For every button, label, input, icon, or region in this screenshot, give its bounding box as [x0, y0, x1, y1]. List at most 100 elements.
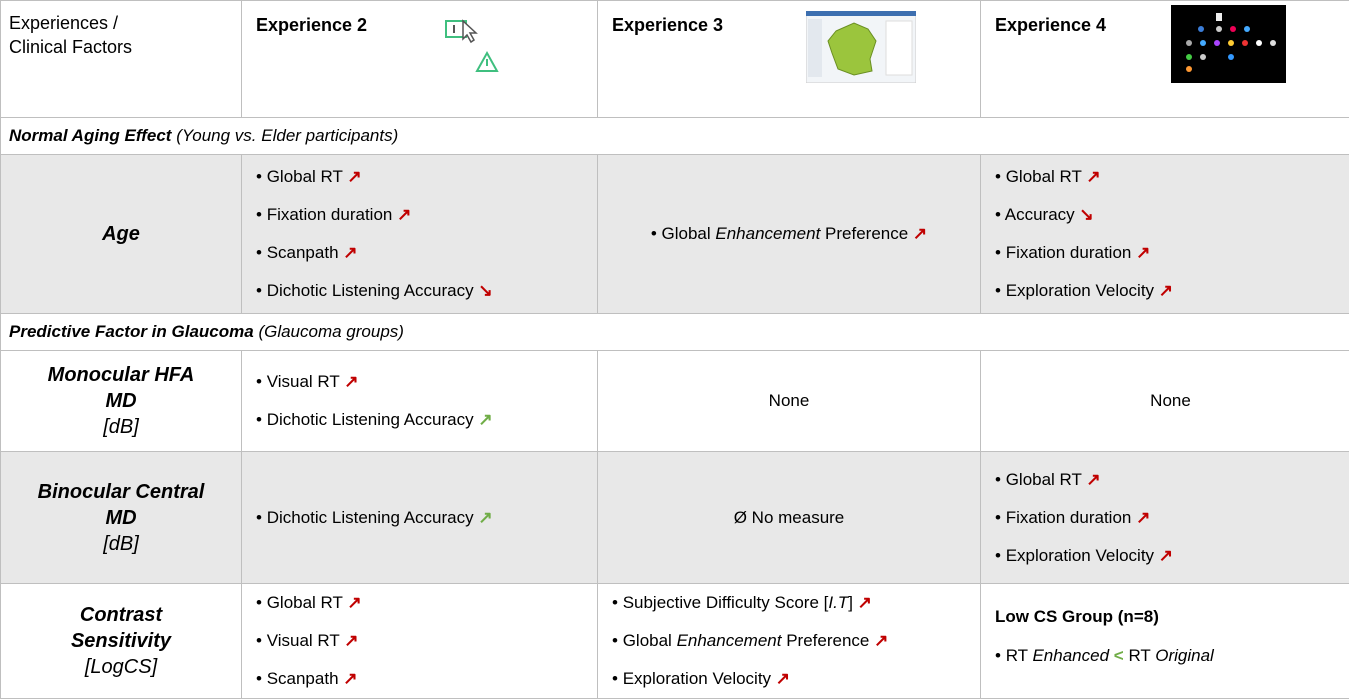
section-note: (Glaucoma groups) [258, 322, 404, 341]
trend-arrow: ↗ [1136, 243, 1150, 262]
header-cell: Experience 2 [242, 1, 598, 118]
result-cell: Global RT ↗Fixation duration ↗Exploratio… [981, 452, 1349, 584]
section-title: Normal Aging Effect [9, 126, 171, 145]
trend-arrow: ↗ [1136, 508, 1150, 527]
trend-arrow: ↗ [344, 372, 358, 391]
trend-arrow: ↗ [1086, 167, 1100, 186]
trend-arrow: ↗ [347, 593, 361, 612]
item-text: Dichotic Listening Accuracy [267, 281, 479, 300]
factor-name: Binocular Central [15, 479, 227, 505]
header-cell: Experience 3 [598, 1, 981, 118]
result-item: Accuracy ↘ [995, 196, 1346, 234]
item-text: ] [848, 593, 857, 612]
corner-line: Clinical Factors [9, 35, 227, 59]
result-list: Visual RT ↗ Dichotic Listening Accuracy ↗ [256, 363, 583, 439]
item-text: Subjective Difficulty Score [ [623, 593, 829, 612]
result-cell: Visual RT ↗ Dichotic Listening Accuracy ↗ [242, 351, 598, 452]
result-cell: Subjective Difficulty Score [I.T] ↗Globa… [598, 584, 981, 699]
result-list: RT Enhanced < RT Original [995, 637, 1346, 675]
item-text: Fixation duration [1006, 243, 1136, 262]
trend-arrow: ↗ [776, 669, 790, 688]
factor-name: Contrast [15, 602, 227, 628]
result-item: Global RT ↗ [995, 461, 1346, 499]
item-text: Exploration Velocity [623, 669, 776, 688]
trend-arrow: < [1114, 646, 1124, 665]
corner-cell: Experiences / Clinical Factors [1, 1, 242, 118]
result-item: Scanpath ↗ [256, 660, 583, 698]
item-text: Enhancement [677, 631, 782, 650]
trend-arrow: ↗ [1159, 281, 1173, 300]
trend-arrow: ↘ [1079, 205, 1093, 224]
result-list: Dichotic Listening Accuracy ↗ [256, 499, 583, 537]
corner-line: Experiences / [9, 11, 227, 35]
item-text: Enhancement [715, 224, 820, 243]
item-text: Dichotic Listening Accuracy [267, 410, 479, 429]
trend-arrow: ↗ [343, 243, 357, 262]
result-cell: Ø No measure [598, 452, 981, 584]
trend-arrow: ↗ [347, 167, 361, 186]
item-text: Fixation duration [267, 205, 397, 224]
result-item: Exploration Velocity ↗ [995, 272, 1346, 310]
trend-arrow: ↗ [397, 205, 411, 224]
page: Experiences / Clinical Factors Experienc… [0, 0, 1349, 678]
item-text: Global RT [1006, 470, 1087, 489]
item-text: RT [1124, 646, 1156, 665]
result-list: Global RT ↗Fixation duration ↗Exploratio… [995, 461, 1346, 575]
item-text: Scanpath [267, 669, 344, 688]
result-cell: Global RT ↗Visual RT ↗Scanpath ↗ [242, 584, 598, 699]
result-item: Visual RT ↗ [256, 363, 583, 401]
result-item: RT Enhanced < RT Original [995, 637, 1346, 675]
result-list: Global RT ↗Fixation duration ↗Scanpath ↗… [256, 158, 583, 310]
result-item: Scanpath ↗ [256, 234, 583, 272]
result-cell: None [981, 351, 1349, 452]
trend-arrow: ↗ [913, 224, 927, 243]
result-item: Exploration Velocity ↗ [612, 660, 966, 698]
trend-arrow: ↗ [1086, 470, 1100, 489]
result-item: Exploration Velocity ↗ [995, 537, 1346, 575]
header-row: Experiences / Clinical Factors Experienc… [1, 1, 1349, 118]
result-item: Global RT ↗ [995, 158, 1346, 196]
factor-name: MD [15, 505, 227, 531]
cell-heading: Low CS Group (n=8) [995, 607, 1346, 627]
item-text: Original [1155, 646, 1214, 665]
item-text: Exploration Velocity [1006, 546, 1159, 565]
factor-unit: [dB] [15, 414, 227, 440]
result-cell: Low CS Group (n=8) RT Enhanced < RT Origi… [981, 584, 1349, 699]
result-item: Fixation duration ↗ [256, 196, 583, 234]
cell-text: None [612, 391, 966, 411]
result-cell: Global RT ↗Fixation duration ↗Scanpath ↗… [242, 155, 598, 314]
result-item: Fixation duration ↗ [995, 234, 1346, 272]
exp3-thumbnail [806, 11, 916, 83]
trend-arrow: ↗ [1159, 546, 1173, 565]
item-text: Preference [781, 631, 874, 650]
section-row: Predictive Factor in Glaucoma (Glaucoma … [1, 314, 1349, 351]
factor-unit: [LogCS] [15, 654, 227, 680]
item-text: Global [662, 224, 716, 243]
item-text: Exploration Velocity [1006, 281, 1159, 300]
factor-row: AgeGlobal RT ↗Fixation duration ↗Scanpat… [1, 155, 1349, 314]
result-list: Subjective Difficulty Score [I.T] ↗Globa… [612, 584, 966, 698]
cell-text: None [995, 391, 1346, 411]
item-text: Visual RT [267, 631, 345, 650]
item-text: Visual RT [267, 372, 345, 391]
result-item: Subjective Difficulty Score [I.T] ↗ [612, 584, 966, 622]
result-cell: None [598, 351, 981, 452]
trend-arrow: ↘ [478, 281, 492, 300]
column-title: Experience 3 [612, 15, 723, 35]
result-item: Dichotic Listening Accuracy ↗ [256, 499, 583, 537]
trend-arrow: ↗ [478, 508, 492, 527]
item-text: Scanpath [267, 243, 344, 262]
factor-name: Monocular HFA [15, 362, 227, 388]
result-item: Visual RT ↗ [256, 622, 583, 660]
section-row: Normal Aging Effect (Young vs. Elder par… [1, 118, 1349, 155]
factor-cell: Age [1, 155, 242, 314]
header-cell: Experience 4 [981, 1, 1349, 118]
exp2-icon [443, 15, 503, 75]
factor-name: MD [15, 388, 227, 414]
trend-arrow: ↗ [874, 631, 888, 650]
